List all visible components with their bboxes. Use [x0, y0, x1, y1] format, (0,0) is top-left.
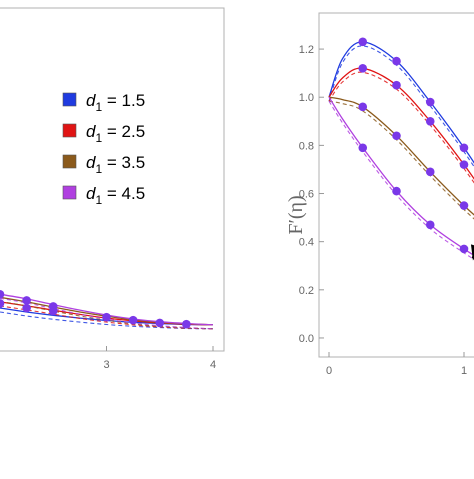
left-plot-area	[0, 289, 214, 330]
legend-value: = 1.5	[102, 91, 145, 110]
right-data-point	[392, 131, 401, 141]
legend-subscript: 1	[95, 131, 102, 145]
right-y-tick-label: 0.6	[299, 189, 314, 201]
right-series-line	[328, 96, 474, 257]
right-data-point	[425, 167, 435, 177]
trend-arrow-head	[470, 244, 474, 261]
left-data-point	[0, 299, 5, 308]
legend: d1 = 1.5d1 = 2.5d1 = 3.5d1 = 4.5	[62, 91, 145, 207]
right-x-tick-label: 0	[326, 365, 332, 377]
left-x-tick-label: 3	[103, 359, 109, 371]
legend-variable: d	[86, 91, 96, 110]
left-data-point	[128, 315, 138, 325]
legend-value: = 3.5	[102, 153, 145, 172]
legend-swatch	[62, 154, 77, 169]
legend-subscript: 1	[95, 193, 102, 207]
left-data-point	[102, 312, 111, 322]
right-y-tick-label: 1.2	[299, 44, 314, 56]
legend-variable: d	[86, 122, 96, 141]
legend-label: d1 = 2.5	[86, 122, 145, 145]
right-series-dashed-line	[328, 100, 474, 220]
right-series-line	[328, 41, 474, 164]
right-data-point	[459, 244, 469, 254]
right-plot-area	[328, 37, 474, 260]
right-panel: 0 1 0.0 0.2 0.4 0.6 0.8 1.0 1.2	[299, 12, 474, 377]
right-data-point	[459, 201, 469, 210]
right-data-point	[425, 97, 435, 107]
right-data-point	[459, 160, 469, 169]
right-data-point	[459, 143, 469, 153]
right-data-point	[425, 116, 435, 126]
right-data-point	[392, 56, 401, 66]
right-data-point	[358, 102, 368, 112]
right-data-point	[358, 143, 368, 153]
legend-swatch	[62, 92, 77, 107]
right-y-tick-label: 0.4	[299, 237, 314, 249]
left-data-point	[48, 302, 58, 311]
legend-label: d1 = 4.5	[86, 184, 145, 207]
legend-swatch	[62, 123, 77, 138]
right-y-tick-label: 1.0	[299, 92, 314, 104]
y-axis-label: F′(η)	[285, 195, 307, 234]
legend-value: = 4.5	[102, 184, 145, 203]
right-series-dashed-line	[328, 71, 474, 184]
right-y-tick-label: 0.0	[299, 333, 314, 345]
legend-label: d1 = 3.5	[86, 153, 145, 176]
left-data-point	[0, 289, 5, 299]
right-x-tick-label: 1	[461, 365, 467, 377]
left-x-tick-label: 4	[210, 359, 216, 371]
right-y-tick-label: 0.8	[299, 140, 314, 152]
legend-value: = 2.5	[102, 122, 145, 141]
legend-subscript: 1	[95, 100, 102, 114]
left-data-point	[22, 296, 31, 305]
left-series-dashed-line	[0, 311, 214, 330]
right-data-point	[392, 80, 401, 90]
left-data-point	[22, 303, 31, 313]
left-frame	[0, 7, 225, 352]
left-series-dashed-line	[0, 305, 214, 330]
right-data-point	[392, 186, 401, 196]
right-series-dashed-line	[328, 45, 474, 168]
right-series-line	[328, 96, 474, 216]
left-data-point	[182, 319, 191, 329]
legend-variable: d	[86, 184, 96, 203]
right-series-dashed-line	[328, 100, 474, 260]
legend-label: d1 = 1.5	[86, 91, 145, 114]
right-data-point	[358, 64, 368, 73]
legend-variable: d	[86, 153, 96, 172]
right-frame	[318, 12, 474, 358]
legend-subscript: 1	[95, 162, 102, 176]
right-data-point	[425, 220, 435, 230]
legend-swatch	[62, 185, 77, 200]
right-y-tick-label: 0.2	[299, 285, 314, 297]
left-data-point	[155, 318, 165, 328]
right-data-point	[358, 37, 368, 47]
